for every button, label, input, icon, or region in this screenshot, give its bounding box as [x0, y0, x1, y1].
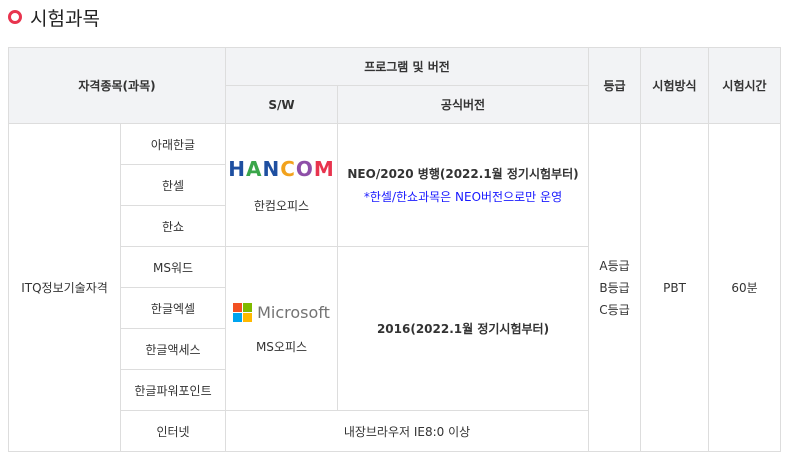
- hancom-version-cell: NEO/2020 병행(2022.1월 정기시험부터) *한셀/한쇼과목은 NE…: [336, 123, 590, 247]
- grade-b: B등급: [599, 281, 630, 295]
- hancom-logo: HANCOM: [226, 157, 337, 181]
- subject-item: 한셀: [120, 164, 226, 206]
- exam-subjects-table: 자격종목(과목) 프로그램 및 버전 등급 시험방식 시험시간 S/W 공식버전…: [8, 47, 782, 452]
- subject-item: MS워드: [120, 246, 226, 288]
- qualification: ITQ정보기술자격: [8, 123, 121, 452]
- subject-item: 한글엑셀: [120, 287, 226, 329]
- section-title-text: 시험과목: [30, 7, 100, 30]
- subject-item: 아래한글: [120, 123, 226, 165]
- grades: A등급 B등급 C등급: [588, 123, 642, 452]
- internet-version: 내장브라우저 IE8:0 이상: [224, 410, 590, 452]
- hancom-note: *한셀/한쇼과목은 NEO버전으로만 운영: [363, 190, 563, 204]
- header-version: 공식버전: [336, 85, 590, 124]
- grade-a: A등급: [599, 259, 630, 273]
- hancom-logo-text: HANCOM: [228, 156, 335, 181]
- subject-item: 인터넷: [120, 410, 226, 452]
- ms-name: MS오피스: [255, 339, 308, 354]
- hancom-sw: HANCOM 한컴오피스: [225, 123, 338, 247]
- header-subject: 자격종목(과목): [8, 47, 226, 124]
- time: 60분: [708, 123, 782, 452]
- windows-icon: [233, 302, 253, 322]
- header-method: 시험방식: [640, 47, 710, 124]
- header-sw: S/W: [225, 85, 338, 124]
- hancom-version: NEO/2020 병행(2022.1월 정기시험부터): [347, 167, 579, 181]
- section-title: 시험과목: [8, 4, 100, 30]
- header-grade: 등급: [588, 47, 642, 124]
- header-time: 시험시간: [708, 47, 782, 124]
- grade-c: C등급: [599, 303, 630, 317]
- hancom-name: 한컴오피스: [253, 198, 310, 213]
- ms-sw: Microsoft MS오피스: [225, 246, 338, 411]
- bullet-icon: [8, 10, 22, 24]
- microsoft-logo-text: Microsoft: [257, 302, 330, 322]
- subject-item: 한글파워포인트: [120, 369, 226, 411]
- microsoft-logo: Microsoft: [226, 302, 337, 322]
- subject-item: 한글액세스: [120, 328, 226, 370]
- subject-item: 한쇼: [120, 205, 226, 247]
- header-program: 프로그램 및 버전: [224, 47, 590, 86]
- method: PBT: [640, 123, 710, 452]
- ms-version: 2016(2022.1월 정기시험부터): [336, 246, 590, 411]
